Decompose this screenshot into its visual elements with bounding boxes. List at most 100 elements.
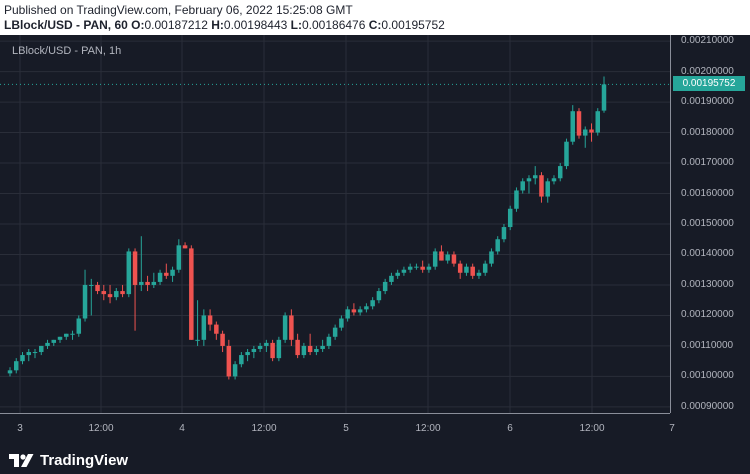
candle-body: [132, 251, 138, 285]
candle-body: [7, 370, 13, 374]
candle-body: [289, 315, 294, 340]
candle-body: [351, 309, 357, 313]
candle-body: [470, 266, 475, 276]
candle-body: [570, 111, 575, 142]
candle-body: [189, 248, 194, 340]
price-tick-label: 0.00210000: [681, 35, 734, 47]
candle-body: [151, 281, 157, 285]
candle-body: [257, 345, 263, 349]
price-tick-label: 0.00160000: [681, 187, 734, 199]
chart-area[interactable]: LBlock/USD - PAN, 1h: [0, 35, 670, 413]
candle-body: [445, 254, 450, 261]
candle-body: [601, 84, 607, 111]
price-tick-label: 0.00140000: [681, 248, 734, 260]
candle-body: [395, 272, 400, 276]
candle-body: [457, 263, 463, 273]
candle-body: [245, 352, 250, 356]
candle-body: [126, 251, 132, 295]
price-tick-label: 0.00190000: [681, 96, 734, 108]
candle-body: [220, 333, 225, 346]
candle-body: [376, 291, 382, 301]
brand-name: TradingView: [40, 451, 129, 469]
candle-body: [401, 269, 407, 273]
ohlc-low-value: 0.00186476: [302, 18, 366, 32]
candle-body: [120, 291, 125, 295]
tradingview-logo-icon: [9, 454, 34, 467]
ohlc-close-label: C:: [368, 18, 382, 32]
ohlc-open-value: 0.00187212: [144, 18, 208, 32]
candle-body: [382, 281, 388, 292]
candle-body: [39, 345, 44, 353]
candle-body: [276, 339, 282, 359]
candle-body: [357, 309, 363, 313]
candle-body: [532, 175, 538, 179]
candle-body: [207, 315, 213, 325]
candle-body: [432, 251, 438, 267]
candle-body: [595, 111, 600, 133]
time-scale[interactable]: 3 12:00 4 12:00 5 12:00 6 12:00 7: [0, 413, 675, 448]
price-tick-label: 0.00150000: [681, 218, 734, 229]
candle-body: [514, 190, 519, 209]
current-price-tag: 0.00195752: [673, 76, 745, 92]
candle-body: [307, 345, 313, 353]
candle-body: [64, 333, 69, 337]
candle-body: [501, 227, 507, 240]
candle-body: [89, 284, 94, 286]
candle-body: [426, 266, 432, 270]
candle-body: [557, 166, 563, 179]
candle-body: [139, 281, 144, 285]
candle-body: [20, 355, 25, 362]
publish-header: Published on TradingView.com, February 0…: [0, 0, 750, 35]
candle-body: [214, 324, 219, 334]
ohlc-line: LBlock/USD - PAN, 60 O:0.00187212 H:0.00…: [4, 18, 445, 32]
candlestick-chart[interactable]: [0, 35, 670, 413]
candle-body: [551, 178, 557, 182]
publish-info: Published on TradingView.com, February 0…: [4, 3, 353, 17]
candle-body: [576, 111, 582, 136]
candle-body: [326, 336, 332, 346]
candle-body: [57, 336, 63, 340]
candle-body: [170, 269, 175, 276]
candle-body: [70, 333, 75, 335]
candle-body: [114, 291, 119, 298]
candle-body: [239, 355, 244, 365]
candle-body: [564, 141, 569, 167]
ohlc-high-label: H:: [211, 18, 224, 32]
price-scale[interactable]: 0.00195752 0.00210000 0.00200000 0.0019000…: [670, 35, 750, 413]
candle-body: [582, 129, 588, 136]
candle-body: [282, 315, 288, 340]
candle-body: [176, 245, 182, 270]
footer: TradingView: [0, 447, 750, 474]
candle-body: [264, 342, 269, 346]
time-tick-label: 6: [507, 423, 513, 434]
candle-body: [14, 361, 19, 371]
candle-body: [364, 306, 369, 310]
candle-body: [407, 266, 413, 270]
time-tick-label: 12:00: [415, 423, 441, 434]
candle-body: [82, 284, 88, 319]
time-tick-label: 12:00: [88, 423, 114, 434]
price-tick-label: 0.00170000: [681, 157, 734, 169]
candle-body: [301, 345, 307, 356]
candle-body: [157, 272, 163, 282]
candle-body: [26, 352, 32, 356]
candle-body: [451, 254, 457, 264]
candle-body: [414, 266, 419, 268]
candle-body: [332, 327, 338, 337]
candle-body: [420, 266, 425, 270]
price-tick-label: 0.00200000: [681, 65, 734, 77]
candle-body: [251, 348, 257, 353]
brand[interactable]: TradingView: [8, 451, 128, 469]
candle-body: [32, 352, 38, 354]
time-tick-label: 4: [179, 423, 185, 434]
candle-body: [370, 300, 375, 307]
candle-body: [164, 272, 169, 276]
candle-body: [439, 251, 444, 261]
candle-body: [95, 284, 100, 292]
candle-body: [489, 251, 494, 264]
price-tick-label: 0.00110000: [681, 339, 734, 351]
price-tick-label: 0.00130000: [681, 278, 734, 290]
time-tick-label: 12:00: [579, 423, 605, 434]
candle-body: [270, 342, 275, 359]
candle-body: [495, 239, 500, 252]
